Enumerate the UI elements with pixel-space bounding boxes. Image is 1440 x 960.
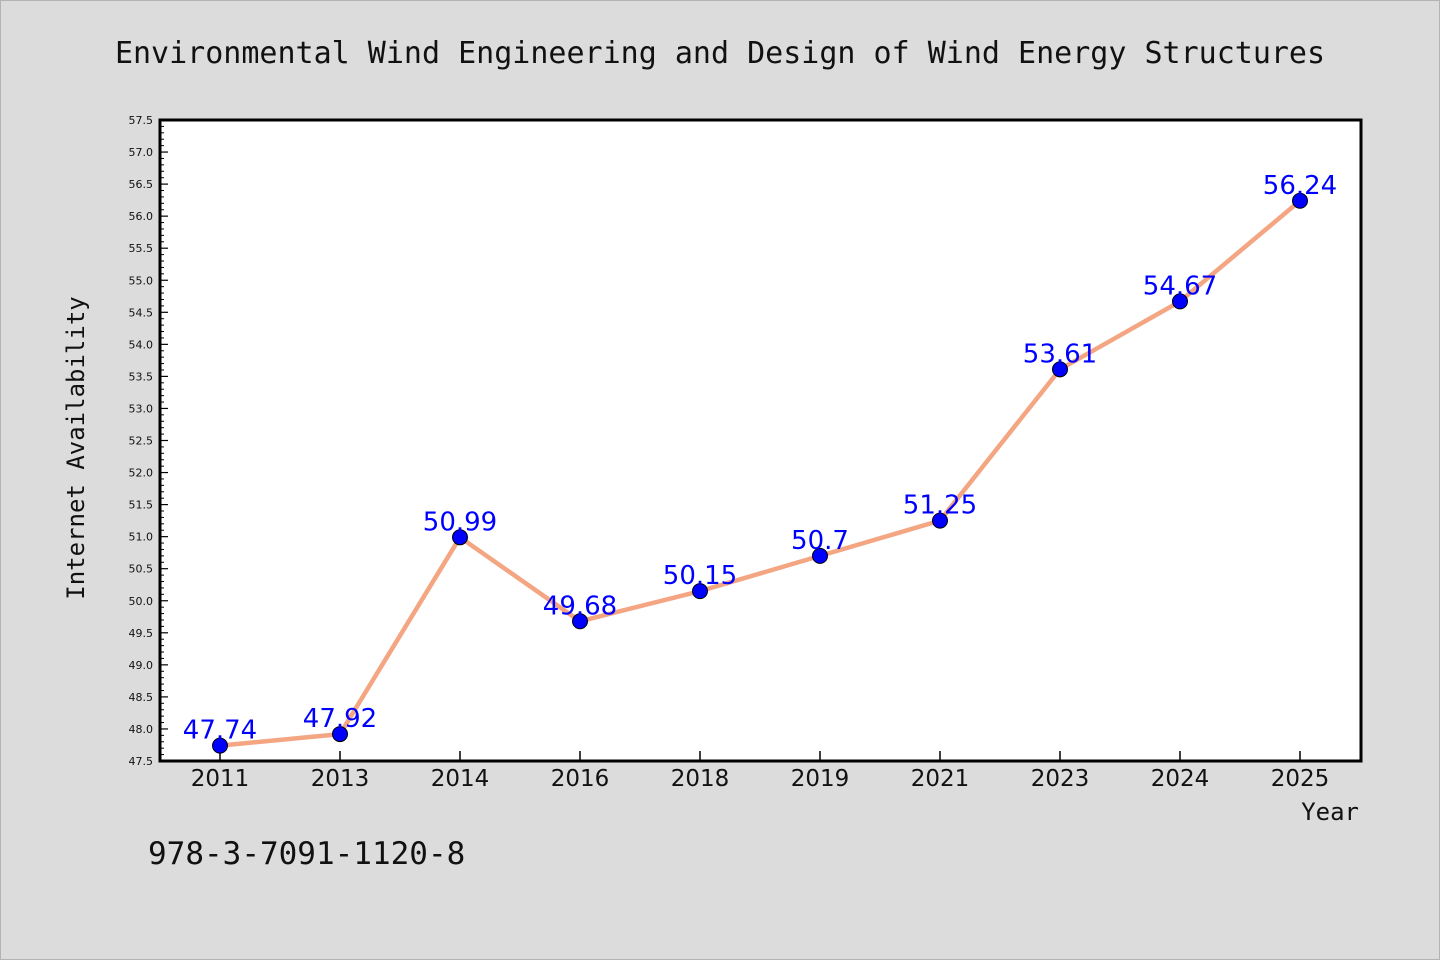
- y-tick-label: 51.5: [129, 499, 154, 512]
- y-tick-label: 55.5: [129, 242, 154, 255]
- chart-title: Environmental Wind Engineering and Desig…: [115, 36, 1325, 71]
- y-tick-label: 50.0: [129, 595, 154, 608]
- x-tick-label: 2023: [1031, 766, 1090, 792]
- data-point: [452, 529, 468, 546]
- y-tick-label: 55.0: [129, 274, 154, 287]
- x-tick-label: 2016: [551, 766, 610, 792]
- y-tick-label: 52.5: [129, 435, 154, 448]
- y-tick-label: 54.0: [129, 338, 154, 351]
- series-line: [217, 198, 1303, 748]
- x-tick-label: 2018: [671, 766, 730, 792]
- data-point: [932, 512, 948, 529]
- x-tick-label: 2011: [191, 766, 250, 792]
- y-tick-label: 53.5: [129, 370, 154, 383]
- data-label: 50.7: [791, 526, 849, 556]
- y-tick-label: 48.0: [129, 723, 154, 736]
- plot-border: [158, 118, 1363, 763]
- y-tick-label: 56.5: [129, 178, 154, 191]
- plot-area: [160, 120, 1361, 761]
- isbn-text: 978-3-7091-1120-8: [148, 836, 465, 872]
- data-point: [572, 613, 588, 630]
- y-tick-label: 49.0: [129, 659, 154, 672]
- x-tick-label: 2021: [911, 766, 970, 792]
- y-tick-label: 53.0: [129, 402, 154, 415]
- y-axis-label: Internet Availability: [62, 296, 90, 599]
- y-tick-label: 52.0: [129, 467, 154, 480]
- data-label: 50.99: [423, 507, 497, 537]
- x-axis-label: Year: [1301, 798, 1359, 826]
- y-tick-label: 57.5: [129, 114, 154, 127]
- data-label: 47.74: [183, 716, 257, 746]
- data-point: [1052, 361, 1068, 378]
- x-tick-label: 2019: [791, 766, 850, 792]
- data-point: [692, 583, 708, 600]
- y-tick-label: 47.5: [129, 755, 154, 768]
- data-series: [212, 192, 1308, 754]
- data-point: [212, 737, 228, 754]
- data-label: 50.15: [663, 561, 737, 591]
- y-tick-label: 54.5: [129, 306, 154, 319]
- y-tick-label: 48.5: [129, 691, 154, 704]
- data-labels: 47.74 47.92 50.99 49.68 50.15 50.7 51.25 53.61 5…: [183, 171, 1337, 746]
- y-tick-label: 56.0: [129, 210, 154, 223]
- data-point: [1172, 293, 1188, 310]
- data-point: [812, 547, 828, 564]
- y-tick-label: 57.0: [129, 146, 154, 159]
- x-tick-label: 2025: [1271, 766, 1330, 792]
- data-point: [332, 726, 348, 743]
- data-label: 51.25: [903, 491, 977, 521]
- y-tick-label: 49.5: [129, 627, 154, 640]
- data-label: 49.68: [543, 591, 617, 621]
- x-axis-ticks: 2011 2013 2014 2016 2018 2019 2021 2023 2024 2025: [191, 751, 1330, 792]
- data-label: 56.24: [1263, 171, 1337, 201]
- x-tick-label: 2013: [311, 766, 370, 792]
- data-label: 53.61: [1023, 339, 1097, 369]
- x-tick-label: 2014: [431, 766, 490, 792]
- data-label: 47.92: [303, 704, 377, 734]
- y-tick-label: 51.0: [129, 531, 154, 544]
- data-label: 54.67: [1143, 271, 1217, 301]
- y-tick-label: 50.5: [129, 563, 154, 576]
- data-point: [1292, 192, 1308, 209]
- x-tick-label: 2024: [1151, 766, 1210, 792]
